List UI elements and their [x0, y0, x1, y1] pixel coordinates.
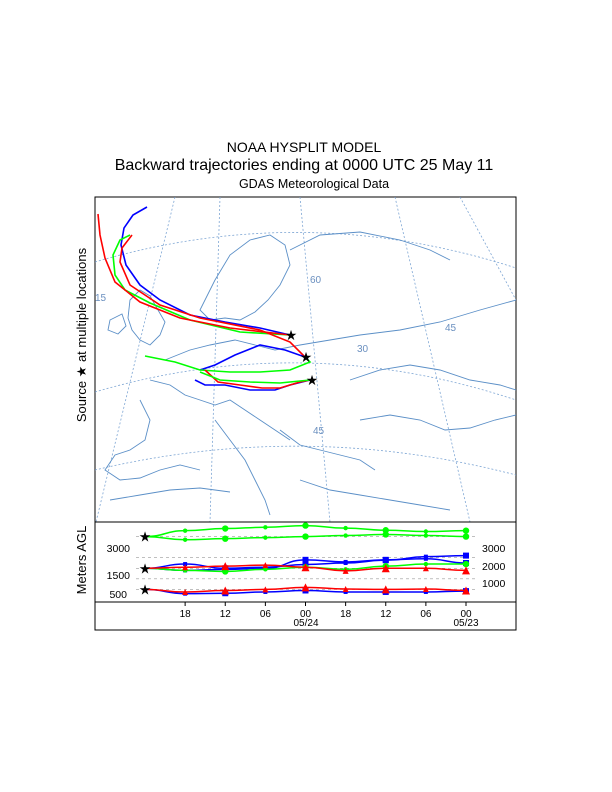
profile-marker-green-upper-7 — [423, 529, 429, 534]
profile-series — [136, 522, 478, 597]
profile-marker-red-1500-7 — [422, 565, 429, 572]
y-right-2000: 2000 — [482, 561, 506, 573]
profile-marker-green-upper-1 — [182, 528, 188, 533]
profile-marker-red-1500-5 — [342, 567, 349, 574]
title-line3: GDAS Meteorological Data — [239, 177, 389, 191]
profile-marker-green-mid-3 — [263, 535, 268, 540]
map-trajectories — [97, 206, 312, 391]
profile-marker-red-500-4 — [301, 583, 310, 592]
x-tick-label-5: 12 — [380, 609, 392, 620]
profile-marker-green-mid-6 — [382, 531, 389, 538]
y-left-3000: 3000 — [107, 543, 131, 555]
traj-red-1 — [97, 213, 291, 336]
profile-marker-red-500-5 — [342, 586, 349, 593]
y-right-1000: 1000 — [482, 578, 506, 590]
profile-marker-blue-1500-8 — [463, 552, 469, 559]
source-star-1: ★ — [285, 327, 298, 343]
x-ticks: 18 12 06 00 18 12 06 00 — [180, 602, 472, 620]
grid-label-45b: 45 — [313, 426, 325, 437]
date-label-0523: 05/23 — [453, 618, 478, 629]
profile-marker-blue-1500b-5 — [343, 559, 348, 564]
map-side-label: Source ★ at multiple locations — [74, 247, 89, 422]
traj-red-3 — [204, 369, 311, 389]
profile-marker-red-1500-1 — [182, 564, 189, 571]
x-tick-label-4: 18 — [340, 609, 352, 620]
profile-marker-red-1500-2 — [221, 562, 230, 571]
profile-source-stars: ★ ★ ★ — [139, 529, 152, 598]
traj-green-2 — [144, 355, 312, 373]
profile-marker-green-mid-2 — [222, 535, 229, 542]
y-right-3000: 3000 — [482, 543, 506, 555]
profile-marker-green-upper-4 — [302, 522, 309, 529]
grid-label-60: 60 — [310, 275, 322, 286]
source-stars: ★ ★ ★ — [285, 327, 319, 388]
profile-marker-green-1500-8 — [462, 560, 470, 568]
profile-marker-red-500-3 — [262, 586, 269, 593]
profile-marker-green-upper-5 — [343, 525, 348, 531]
profile-marker-green-mid-8 — [462, 533, 470, 540]
y-left-500: 500 — [109, 589, 127, 601]
profile-marker-blue-1500-7 — [423, 554, 428, 559]
grid-label-15: 15 — [95, 293, 107, 304]
title-line2: Backward trajectories ending at 0000 UTC… — [115, 157, 494, 174]
traj-green-3 — [199, 371, 311, 384]
profile-marker-red-1500-8 — [462, 566, 470, 575]
coastlines — [104, 231, 516, 516]
profile-star-3000: ★ — [139, 529, 152, 545]
source-star-3: ★ — [306, 372, 319, 388]
profile-marker-green-upper-8 — [462, 527, 470, 534]
profile-marker-green-mid-5 — [343, 533, 348, 538]
profile-marker-green-mid-7 — [423, 533, 429, 538]
profile-marker-green-mid-1 — [182, 537, 188, 542]
time-axis: 18 12 06 00 18 12 06 00 05/24 05/23 — [94, 601, 517, 631]
traj-blue-2 — [199, 344, 306, 371]
profile-marker-green-mid-4 — [302, 533, 309, 540]
x-tick-label-6: 06 — [420, 609, 432, 620]
grid-label-45a: 45 — [445, 323, 457, 334]
x-tick-label-0: 18 — [180, 609, 192, 620]
profile-side-label: Meters AGL — [74, 526, 89, 595]
profile-marker-red-500-6 — [381, 585, 390, 594]
traj-red-2 — [119, 234, 306, 358]
profile-panel: ★ ★ ★ 3000 1500 500 3000 2000 1000 — [94, 521, 517, 603]
y-left-1500: 1500 — [107, 570, 131, 582]
profile-marker-green-1500-3 — [263, 567, 268, 572]
profile-marker-green-upper-2 — [222, 525, 229, 532]
profile-marker-red-1500-3 — [262, 562, 269, 569]
x-tick-label-2: 06 — [260, 609, 272, 620]
profile-marker-red-1500-4 — [301, 563, 310, 572]
date-label-0524: 05/24 — [293, 618, 318, 629]
x-tick-label-1: 12 — [220, 609, 232, 620]
profile-marker-blue-1500b-6 — [382, 556, 389, 563]
profile-marker-red-1500-6 — [381, 564, 390, 573]
map-panel: 60 45 30 45 15 ★ ★ ★ — [94, 196, 517, 523]
profile-star-1500: ★ — [139, 560, 152, 576]
traj-blue-1 — [120, 206, 291, 336]
grid-label-30: 30 — [357, 344, 369, 355]
profile-marker-blue-1500b-7 — [423, 556, 428, 561]
x-tick-label-3: 00 — [300, 609, 312, 620]
profile-marker-red-500-7 — [422, 586, 429, 593]
profile-marker-green-upper-3 — [263, 525, 268, 530]
profile-marker-red-500-8 — [462, 586, 470, 595]
x-tick-label-7: 00 — [460, 609, 472, 620]
profile-marker-blue-1500-1 — [183, 562, 188, 567]
title-line1: NOAA HYSPLIT MODEL — [227, 139, 382, 155]
profile-marker-red-500-1 — [182, 588, 189, 595]
profile-marker-green-1500-7 — [423, 561, 429, 567]
source-star-2: ★ — [300, 349, 313, 365]
profile-marker-red-500-2 — [221, 586, 230, 595]
profile-star-500: ★ — [139, 581, 152, 597]
profile-marker-blue-1500b-4 — [302, 556, 309, 563]
